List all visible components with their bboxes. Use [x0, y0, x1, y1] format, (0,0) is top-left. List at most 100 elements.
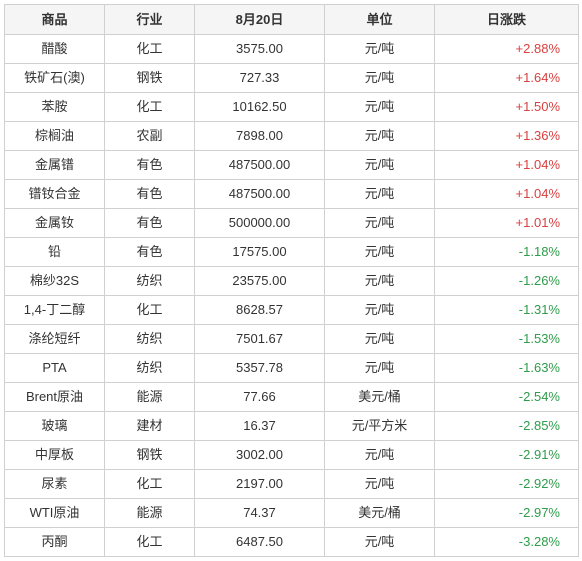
- header-product: 商品: [5, 5, 105, 35]
- cell-change: +1.36%: [435, 122, 579, 151]
- cell-price: 500000.00: [195, 209, 325, 238]
- cell-product: 涤纶短纤: [5, 325, 105, 354]
- cell-change: -1.31%: [435, 296, 579, 325]
- cell-product: 金属钕: [5, 209, 105, 238]
- table-row: 棉纱32S纺织23575.00元/吨-1.26%: [5, 267, 579, 296]
- cell-product: 1,4-丁二醇: [5, 296, 105, 325]
- cell-change: -3.28%: [435, 528, 579, 557]
- cell-unit: 元/吨: [325, 325, 435, 354]
- cell-product: 尿素: [5, 470, 105, 499]
- cell-price: 487500.00: [195, 151, 325, 180]
- cell-unit: 元/吨: [325, 267, 435, 296]
- cell-change: +1.64%: [435, 64, 579, 93]
- header-date: 8月20日: [195, 5, 325, 35]
- cell-unit: 元/吨: [325, 93, 435, 122]
- cell-price: 727.33: [195, 64, 325, 93]
- table-row: 丙酮化工6487.50元/吨-3.28%: [5, 528, 579, 557]
- cell-price: 3575.00: [195, 35, 325, 64]
- cell-product: 铁矿石(澳): [5, 64, 105, 93]
- cell-product: 棕榈油: [5, 122, 105, 151]
- cell-product: 苯胺: [5, 93, 105, 122]
- cell-industry: 有色: [105, 180, 195, 209]
- cell-industry: 化工: [105, 296, 195, 325]
- cell-unit: 元/吨: [325, 64, 435, 93]
- cell-change: -2.54%: [435, 383, 579, 412]
- cell-industry: 能源: [105, 499, 195, 528]
- cell-industry: 化工: [105, 470, 195, 499]
- cell-product: 金属镨: [5, 151, 105, 180]
- cell-industry: 纺织: [105, 267, 195, 296]
- header-unit: 单位: [325, 5, 435, 35]
- cell-industry: 有色: [105, 209, 195, 238]
- cell-unit: 元/平方米: [325, 412, 435, 441]
- cell-unit: 元/吨: [325, 180, 435, 209]
- cell-industry: 钢铁: [105, 441, 195, 470]
- cell-change: -2.85%: [435, 412, 579, 441]
- cell-industry: 农副: [105, 122, 195, 151]
- cell-price: 487500.00: [195, 180, 325, 209]
- cell-change: -2.92%: [435, 470, 579, 499]
- cell-change: -2.97%: [435, 499, 579, 528]
- table-row: 铅有色17575.00元/吨-1.18%: [5, 238, 579, 267]
- table-row: 苯胺化工10162.50元/吨+1.50%: [5, 93, 579, 122]
- cell-unit: 美元/桶: [325, 383, 435, 412]
- table-row: 1,4-丁二醇化工8628.57元/吨-1.31%: [5, 296, 579, 325]
- table-header-row: 商品 行业 8月20日 单位 日涨跌: [5, 5, 579, 35]
- cell-product: 铅: [5, 238, 105, 267]
- cell-price: 7501.67: [195, 325, 325, 354]
- cell-unit: 元/吨: [325, 238, 435, 267]
- table-row: 醋酸化工3575.00元/吨+2.88%: [5, 35, 579, 64]
- cell-product: 镨钕合金: [5, 180, 105, 209]
- cell-change: +1.04%: [435, 180, 579, 209]
- cell-industry: 化工: [105, 93, 195, 122]
- cell-unit: 元/吨: [325, 441, 435, 470]
- table-row: 中厚板钢铁3002.00元/吨-2.91%: [5, 441, 579, 470]
- cell-change: -2.91%: [435, 441, 579, 470]
- cell-product: 棉纱32S: [5, 267, 105, 296]
- cell-unit: 元/吨: [325, 151, 435, 180]
- cell-price: 16.37: [195, 412, 325, 441]
- cell-unit: 元/吨: [325, 354, 435, 383]
- cell-product: 丙酮: [5, 528, 105, 557]
- cell-industry: 纺织: [105, 354, 195, 383]
- table-row: 尿素化工2197.00元/吨-2.92%: [5, 470, 579, 499]
- cell-product: WTI原油: [5, 499, 105, 528]
- cell-product: 中厚板: [5, 441, 105, 470]
- cell-industry: 钢铁: [105, 64, 195, 93]
- cell-product: 玻璃: [5, 412, 105, 441]
- table-row: 金属镨有色487500.00元/吨+1.04%: [5, 151, 579, 180]
- cell-change: +1.04%: [435, 151, 579, 180]
- cell-unit: 元/吨: [325, 296, 435, 325]
- cell-price: 17575.00: [195, 238, 325, 267]
- table-row: 棕榈油农副7898.00元/吨+1.36%: [5, 122, 579, 151]
- cell-change: -1.26%: [435, 267, 579, 296]
- cell-industry: 有色: [105, 238, 195, 267]
- cell-industry: 纺织: [105, 325, 195, 354]
- table-row: 玻璃建材16.37元/平方米-2.85%: [5, 412, 579, 441]
- table-row: 铁矿石(澳)钢铁727.33元/吨+1.64%: [5, 64, 579, 93]
- cell-unit: 元/吨: [325, 122, 435, 151]
- cell-unit: 元/吨: [325, 528, 435, 557]
- table-row: 镨钕合金有色487500.00元/吨+1.04%: [5, 180, 579, 209]
- cell-unit: 元/吨: [325, 470, 435, 499]
- cell-price: 8628.57: [195, 296, 325, 325]
- cell-change: -1.18%: [435, 238, 579, 267]
- cell-product: 醋酸: [5, 35, 105, 64]
- cell-price: 7898.00: [195, 122, 325, 151]
- cell-price: 10162.50: [195, 93, 325, 122]
- cell-change: +2.88%: [435, 35, 579, 64]
- cell-change: -1.63%: [435, 354, 579, 383]
- cell-industry: 能源: [105, 383, 195, 412]
- cell-unit: 元/吨: [325, 209, 435, 238]
- table-row: PTA纺织5357.78元/吨-1.63%: [5, 354, 579, 383]
- cell-price: 5357.78: [195, 354, 325, 383]
- cell-price: 6487.50: [195, 528, 325, 557]
- table-row: 金属钕有色500000.00元/吨+1.01%: [5, 209, 579, 238]
- cell-price: 23575.00: [195, 267, 325, 296]
- cell-change: -1.53%: [435, 325, 579, 354]
- table-row: WTI原油能源74.37美元/桶-2.97%: [5, 499, 579, 528]
- header-industry: 行业: [105, 5, 195, 35]
- table-row: Brent原油能源77.66美元/桶-2.54%: [5, 383, 579, 412]
- cell-price: 74.37: [195, 499, 325, 528]
- cell-change: +1.01%: [435, 209, 579, 238]
